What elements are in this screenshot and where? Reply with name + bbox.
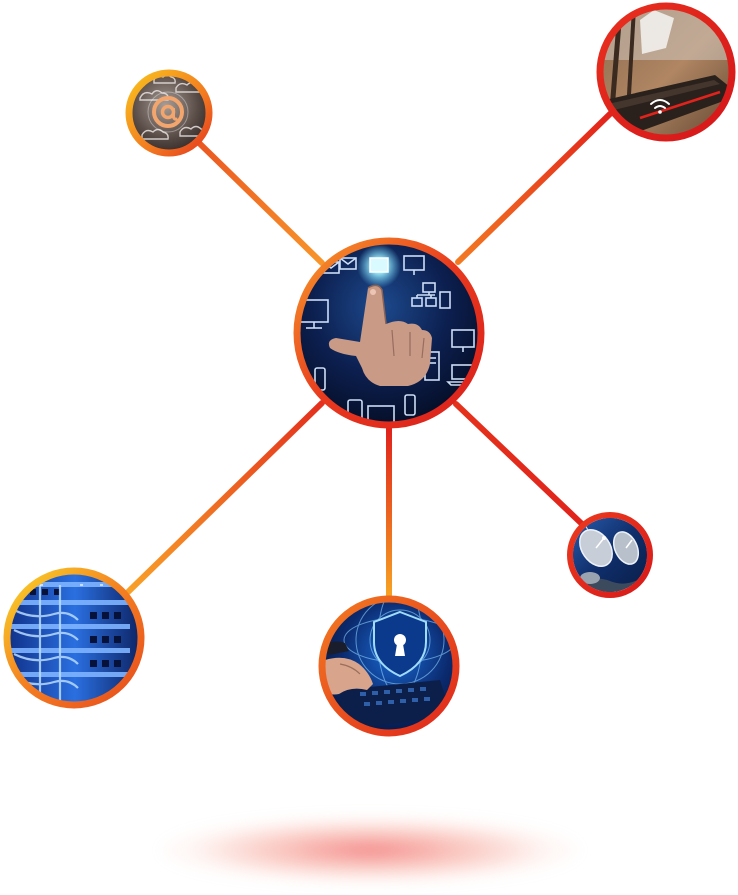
server-rack-node [3, 567, 145, 709]
wifi-router-icon [603, 9, 729, 135]
connector-hub-satellite [453, 401, 585, 527]
cyber-security-node [318, 595, 460, 737]
cloud-email-node [125, 69, 213, 157]
router-node-ring [596, 2, 736, 142]
hub-node-ring [293, 237, 485, 429]
patch-panel-icon [10, 574, 138, 702]
satellite-node-ring [567, 512, 653, 598]
shield-lock-icon [325, 602, 453, 730]
touchscreen-network-hub [293, 237, 485, 429]
satellite-dish-icon [573, 518, 647, 592]
security-node-ring [318, 595, 460, 737]
cloud-node-ring [125, 69, 213, 157]
connector-hub-cloud [193, 137, 325, 266]
connectors [124, 109, 615, 601]
connector-hub-server [124, 400, 325, 596]
touch-hand-devices-icon [300, 244, 478, 422]
server-node-ring [3, 567, 145, 709]
satellite-dish-node [567, 512, 653, 598]
wifi-router-node [596, 2, 736, 142]
connector-hub-router [455, 109, 615, 265]
ground-shadow [160, 815, 580, 885]
